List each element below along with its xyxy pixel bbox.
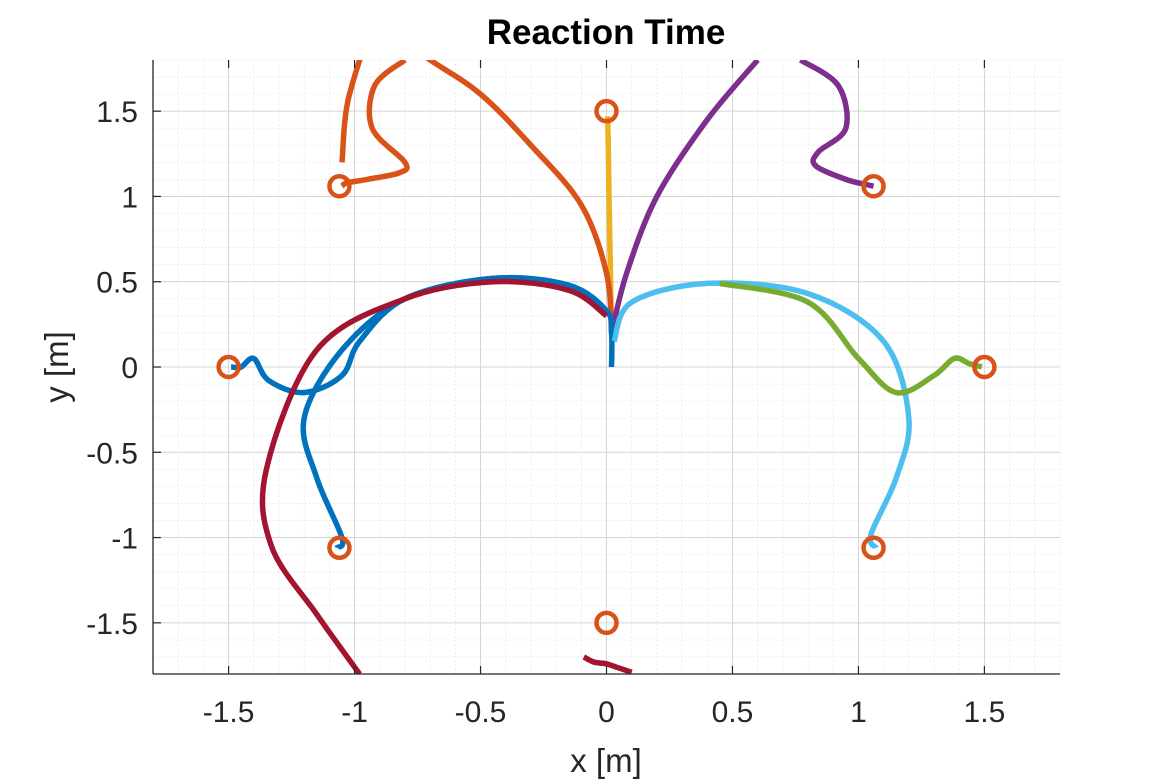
target-marker-6	[327, 535, 352, 561]
trajectory-series-10	[611, 280, 912, 550]
y-tick-label: 0	[121, 352, 138, 385]
chart-title: Reaction Time	[487, 13, 726, 52]
target-marker-4	[216, 354, 241, 380]
target-marker-7	[861, 535, 886, 561]
x-axis-label: x [m]	[570, 742, 642, 779]
target-marker-1	[594, 98, 619, 124]
trajectory-series-7	[230, 275, 609, 396]
target-marker-2	[327, 173, 352, 199]
x-tick-label: 0.5	[712, 696, 754, 729]
target-marker-3	[861, 173, 886, 199]
target-marker-5	[972, 354, 997, 380]
trajectory-series-11	[719, 280, 983, 396]
y-tick-label: -1	[111, 523, 138, 556]
trajectory-series-8	[259, 278, 609, 674]
trajectory-series-9	[582, 654, 633, 674]
x-tick-label: -1	[341, 696, 368, 729]
target-layer	[216, 98, 997, 636]
series-layer	[230, 60, 983, 674]
y-tick-label: 1	[121, 181, 138, 214]
x-ticks: -1.5 -1 -0.5 0 0.5 1 1.5	[203, 60, 1006, 729]
y-ticks: -1.5 -1 -0.5 0 0.5 1 1.5	[86, 96, 161, 641]
x-tick-label: -0.5	[455, 696, 507, 729]
x-tick-label: 1	[850, 696, 867, 729]
y-axis-label: y [m]	[38, 331, 75, 403]
x-tick-label: 0	[598, 696, 615, 729]
target-marker-8	[594, 610, 619, 636]
trajectory-series-4	[608, 60, 760, 334]
trajectory-series-2	[339, 60, 615, 334]
y-tick-label: 1.5	[96, 96, 138, 129]
x-tick-label: 1.5	[964, 696, 1006, 729]
y-tick-label: 0.5	[96, 267, 138, 300]
x-tick-label: -1.5	[203, 696, 255, 729]
y-tick-label: -1.5	[86, 608, 138, 641]
y-tick-label: -0.5	[86, 437, 138, 470]
